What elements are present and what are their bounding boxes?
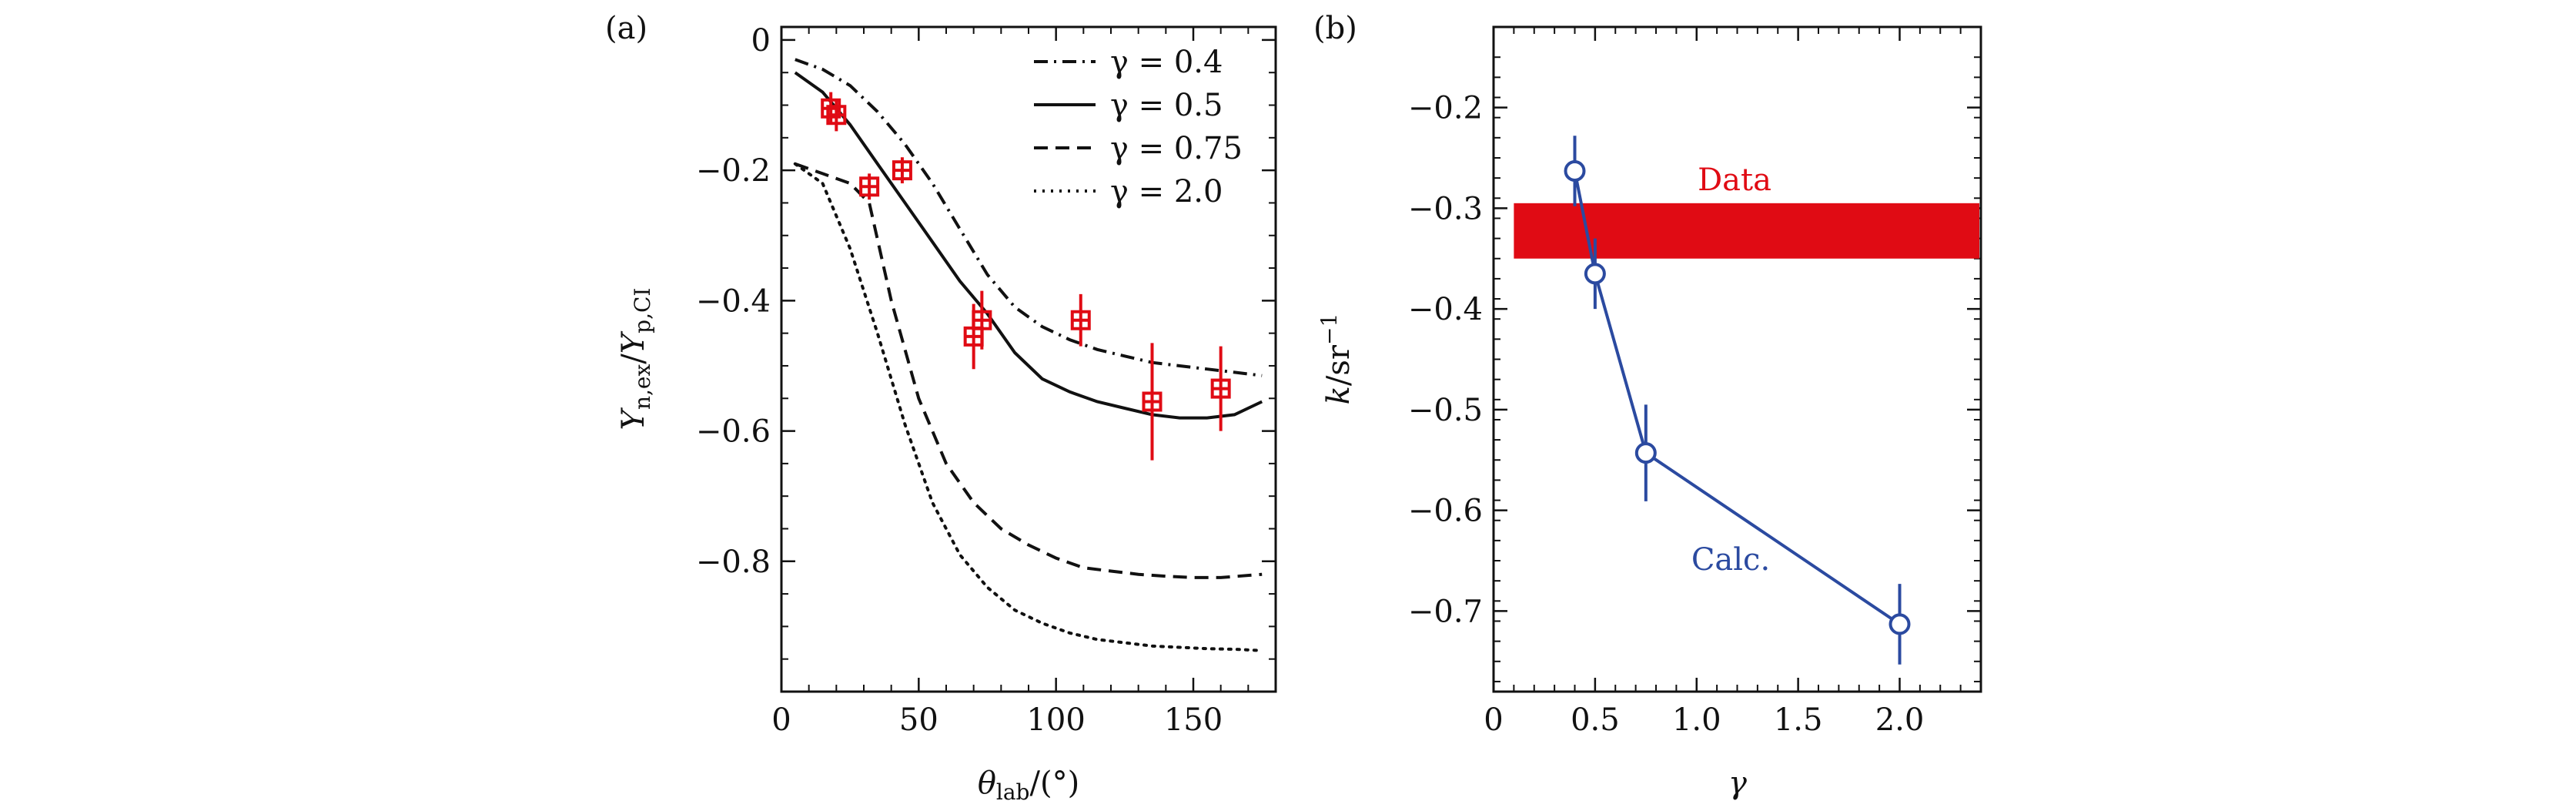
data-point <box>972 290 992 350</box>
data-point <box>1210 346 1231 431</box>
panel-b-ylabel: k/sr−1 <box>1316 313 1357 405</box>
panel-a-legend: γ = 0.4 γ = 0.5 γ = 0.75 γ = 2.0 <box>1034 45 1243 209</box>
series-line-1 <box>794 71 1263 420</box>
series-line-0 <box>795 58 1263 377</box>
data-point <box>826 99 847 132</box>
series-line-2 <box>795 162 1263 579</box>
calc-point <box>1564 136 1586 206</box>
panel-a-letter: (a) <box>605 11 647 46</box>
panel-b-ticks: 0 0.5 1.0 1.5 2.0 −0.2 −0.3 −0.4 −0.5 −0.6 −0.7 <box>1408 27 1981 738</box>
data-point <box>859 173 880 200</box>
y-tick-label-b: −0.3 <box>1408 191 1483 226</box>
calc-line <box>1573 170 1901 626</box>
x-tick-label-a: 0 <box>771 702 791 738</box>
calc-point <box>1634 404 1657 501</box>
x-tick-label-b: 1.0 <box>1672 702 1721 738</box>
panel-a-series <box>793 58 1264 652</box>
x-tick-label-b: 0 <box>1484 702 1503 738</box>
panel-b-calc-series: Calc. <box>1564 136 1911 665</box>
panel-b-letter: (b) <box>1313 11 1357 46</box>
legend-label: γ = 0.75 <box>1110 131 1243 166</box>
x-tick-label-a: 50 <box>899 702 938 738</box>
x-tick-label-a: 150 <box>1164 702 1223 738</box>
y-tick-label-b: −0.7 <box>1408 594 1483 629</box>
panel-a-ticks: 0 50 100 150 0 −0.2 −0.4 −0.6 −0.8 <box>696 23 1276 738</box>
x-tick-label-a: 100 <box>1026 702 1085 738</box>
panel-b-frame <box>1492 25 1982 693</box>
panel-a-ylabel: Yn,ex/Yp,CI <box>616 288 655 431</box>
panel-a-frame <box>780 25 1277 693</box>
y-tick-label-b: −0.4 <box>1408 292 1483 327</box>
calc-point <box>1889 584 1911 665</box>
legend-label: γ = 2.0 <box>1110 174 1223 209</box>
calc-point <box>1584 238 1606 310</box>
legend-label: γ = 0.5 <box>1110 88 1223 123</box>
y-tick-label-b: −0.6 <box>1408 494 1483 529</box>
data-point <box>1070 293 1091 347</box>
y-tick-label-a: −0.8 <box>696 545 771 580</box>
x-tick-label-b: 1.5 <box>1774 702 1823 738</box>
x-tick-label-b: 0.5 <box>1571 702 1620 738</box>
series-line-3 <box>793 162 1264 652</box>
panel-b-xlabel: γ <box>1728 766 1747 801</box>
data-point <box>892 157 912 184</box>
calc-label: Calc. <box>1691 542 1770 578</box>
y-tick-label-a: −0.4 <box>696 283 771 319</box>
panel-b: (b) 0 0.5 1.0 1.5 2.0 −0.2 −0.3 −0.4 −0.5 −0.6 −0.… <box>1313 11 1982 801</box>
x-tick-label-b: 2.0 <box>1875 702 1925 738</box>
y-tick-label-a: 0 <box>751 23 771 59</box>
y-tick-label-b: −0.5 <box>1408 393 1483 428</box>
data-point <box>1142 343 1163 461</box>
y-tick-label-a: −0.6 <box>696 414 771 450</box>
data-band-label: Data <box>1698 163 1771 198</box>
y-tick-label-a: −0.2 <box>696 153 771 189</box>
legend-label: γ = 0.4 <box>1110 45 1223 80</box>
data-point <box>821 92 841 125</box>
panel-a-data-points <box>821 92 1231 461</box>
y-tick-label-b: −0.2 <box>1408 91 1483 126</box>
panel-a-xlabel: θlab/(°) <box>978 766 1079 805</box>
